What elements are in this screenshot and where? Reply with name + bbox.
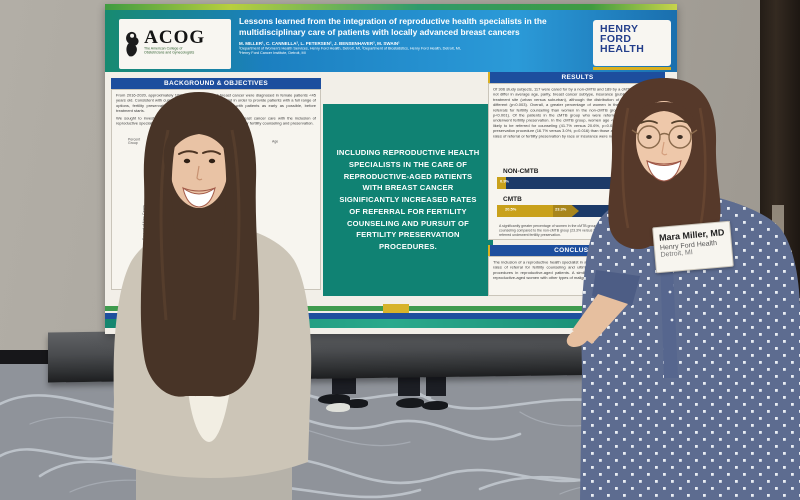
black-flat-shoe: [318, 394, 350, 404]
right-presenter-smile: [646, 160, 682, 182]
cmtb-gold-arrow-segment: [553, 205, 579, 217]
results-section-header: RESULTS: [488, 72, 665, 83]
left-presenter-face: [163, 120, 235, 252]
black-flat-shoe: [344, 399, 368, 408]
acog-tagline-1: The American College of: [144, 46, 183, 51]
right-presenter: [566, 78, 800, 500]
poster-title: Lessons learned from the integration of …: [239, 16, 547, 37]
non-cmtb-gold-segment: [497, 177, 506, 189]
key-finding-box: INCLUDING REPRODUCTIVE HEALTH SPECIALIST…: [323, 104, 493, 296]
acog-figure-icon: [126, 31, 139, 57]
poster-affiliation-1: ¹Department of Women's Health Services, …: [239, 46, 461, 51]
chart-caption: A significantly greater percentage of wo…: [499, 224, 646, 238]
hf-logo-line-1: HENRY: [600, 23, 639, 35]
poster-byline: M. MILLER¹, C. CANNELLA², L. PETERSEN², …: [239, 41, 575, 71]
results-body-text: Of 306 study subjects, 117 were cared fo…: [493, 87, 661, 139]
background-section-header: BACKGROUND & OBJECTIVES: [111, 78, 321, 89]
stripe-navy: [105, 313, 677, 319]
key-finding-text: INCLUDING REPRODUCTIVE HEALTH SPECIALIST…: [336, 148, 480, 252]
name-badge: Mara Miller, MD Henry Ford Health Detroi…: [652, 220, 734, 274]
hf-logo-line-3: HEALTH: [600, 42, 645, 55]
poster-top-gradient-stripe: [105, 4, 677, 10]
non-cmtb-bar-label: NON-CMTB: [503, 168, 539, 175]
left-presenter-smile: [182, 186, 216, 208]
stripe-gold-accent: [383, 304, 409, 313]
black-flat-shoe: [422, 401, 448, 410]
left-presenter: [112, 92, 312, 500]
non-cmtb-value-label: 0.9%: [500, 179, 510, 184]
black-flat-shoe: [396, 398, 424, 408]
cmtb-gold-segment: [497, 205, 555, 217]
poster-authors: M. MILLER¹, C. CANNELLA², L. PETERSEN², …: [239, 41, 400, 46]
poster-header-band: ACOG The American College of Obstetricia…: [105, 10, 677, 72]
acog-logo: ACOG The American College of Obstetricia…: [119, 19, 231, 69]
right-presenter-face: [631, 101, 698, 182]
wire-glasses: [631, 125, 698, 149]
acog-wordmark: ACOG: [144, 26, 206, 48]
right-presenter-polkadot-shirt: [580, 189, 800, 500]
background-figure-caption-left-1: Percent: [128, 138, 141, 142]
stripe-teal: [105, 319, 677, 328]
cmtb-value-label-2: 23.3%: [555, 207, 567, 212]
cmtb-value-label-1: 20.5%: [505, 207, 517, 212]
poster-affiliation-2: ³Henry Ford Cancer Institute, Detroit, M…: [239, 50, 306, 56]
conclusion-section-header: CONCLUSION: [488, 245, 665, 256]
background-figure-caption-right: Age: [272, 140, 279, 144]
background-figure-caption-left-2: Group: [128, 141, 138, 146]
conclusion-body-text: The inclusion of a reproductive health s…: [493, 260, 661, 281]
hf-logo-line-2: FORD: [600, 32, 632, 45]
henry-ford-health-logo: HENRY FORD HEALTH: [593, 20, 671, 66]
hf-logo-gold-rule: [593, 67, 671, 70]
cmtb-bar-label: CMTB: [503, 196, 522, 203]
acog-tagline-2: Obstetricians and Gynecologists: [144, 50, 195, 55]
white-sneaker: [326, 403, 350, 412]
